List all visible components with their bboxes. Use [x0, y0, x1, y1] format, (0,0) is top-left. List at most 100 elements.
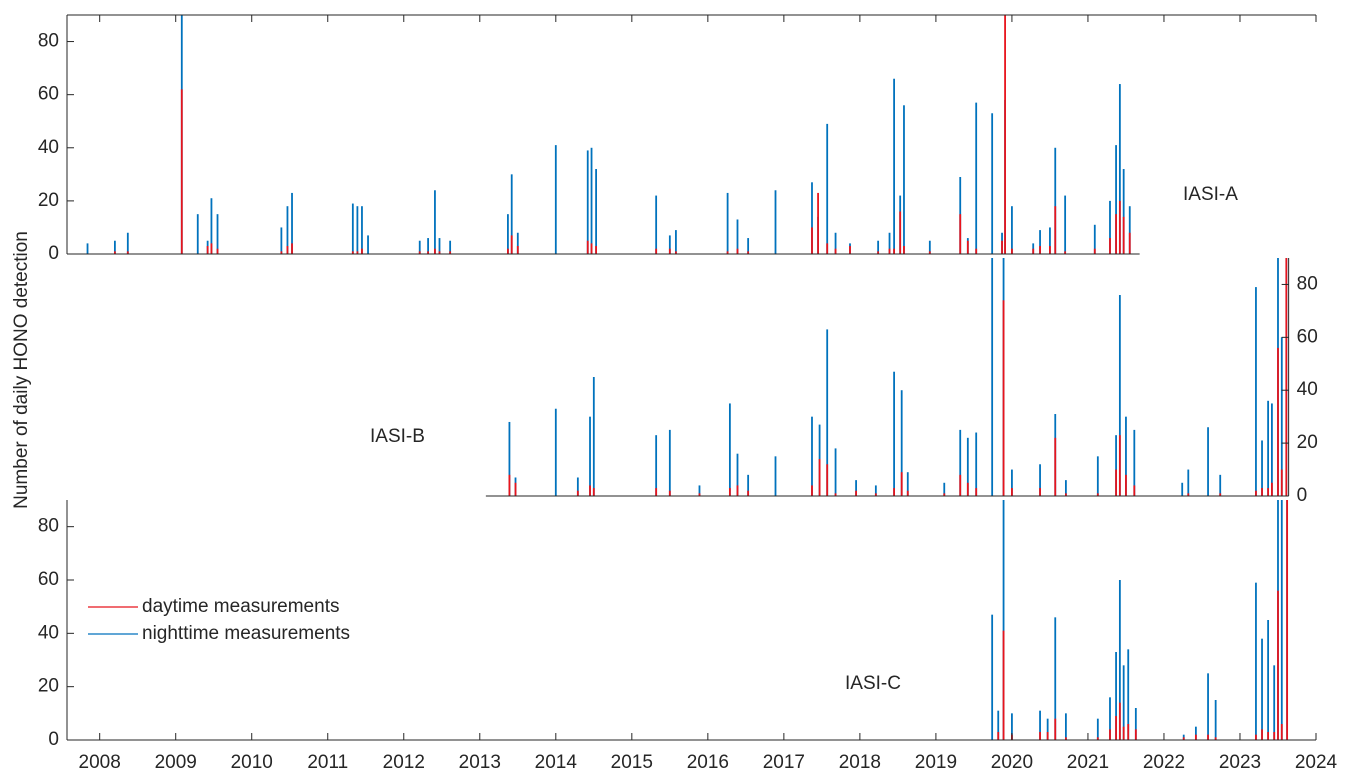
bar	[736, 219, 739, 254]
bar	[811, 485, 813, 496]
bar	[1255, 287, 1257, 496]
bar	[1011, 469, 1013, 496]
bar	[877, 251, 880, 254]
bar	[196, 214, 199, 254]
bar	[943, 482, 946, 496]
bar	[849, 246, 851, 254]
bar	[1115, 214, 1117, 254]
bar	[1207, 427, 1209, 496]
bar	[516, 232, 519, 254]
bar	[1255, 734, 1257, 740]
y-tick-label: 80	[38, 31, 59, 52]
bar	[668, 490, 671, 496]
bar	[736, 248, 739, 254]
bar	[1267, 400, 1270, 496]
bar	[855, 490, 857, 496]
bar	[834, 248, 837, 254]
x-tick-label: 2015	[611, 752, 653, 773]
y-tick-label: 20	[38, 190, 59, 211]
bar	[975, 248, 978, 254]
bar	[1194, 726, 1197, 740]
bar	[1046, 718, 1049, 740]
bar	[834, 493, 837, 496]
x-tick-label: 2008	[79, 752, 121, 773]
bar	[592, 488, 595, 496]
legend-label: nighttime measurements	[142, 623, 350, 644]
bar	[1214, 737, 1217, 740]
bar	[817, 192, 819, 254]
bar	[590, 147, 593, 254]
bar	[589, 485, 591, 496]
bar	[1096, 456, 1099, 496]
bar	[113, 240, 116, 254]
bar	[356, 206, 359, 254]
bar	[1267, 488, 1270, 496]
bar	[1122, 216, 1125, 254]
bar	[418, 240, 421, 254]
bar	[427, 238, 429, 254]
bar	[1122, 726, 1125, 740]
bar	[1093, 224, 1096, 254]
bar	[1054, 147, 1057, 254]
bar	[668, 429, 671, 496]
bar	[928, 251, 931, 254]
y-tick-label: 60	[1297, 326, 1318, 347]
bar	[1182, 737, 1185, 740]
bar	[903, 246, 905, 254]
bar	[966, 240, 969, 254]
bar	[1002, 630, 1005, 740]
bar	[1194, 734, 1197, 740]
bar	[811, 182, 813, 254]
bar	[86, 243, 89, 254]
bar	[975, 102, 978, 254]
bar	[1133, 429, 1136, 496]
bar	[1039, 732, 1041, 740]
bar	[1054, 206, 1057, 254]
bar	[1115, 469, 1117, 496]
bar	[736, 453, 739, 496]
bar	[438, 251, 441, 254]
legend-label: daytime measurements	[142, 596, 339, 617]
bar	[361, 248, 363, 254]
bar	[1109, 697, 1111, 740]
bar	[1118, 580, 1121, 740]
bar	[1187, 469, 1190, 496]
bar	[1115, 652, 1117, 740]
bar	[1039, 464, 1041, 496]
y-tick-label: 20	[38, 676, 59, 697]
x-tick-label: 2012	[383, 752, 425, 773]
bar	[855, 480, 857, 496]
bar	[286, 246, 289, 254]
bar	[726, 251, 729, 254]
bar	[586, 240, 589, 254]
bar	[1002, 500, 1005, 740]
bar	[826, 329, 829, 496]
bar	[516, 246, 519, 254]
bar	[1109, 729, 1111, 740]
bar	[1187, 493, 1190, 496]
bar	[1128, 206, 1131, 254]
bar	[811, 227, 813, 254]
bar	[1261, 488, 1263, 496]
x-tick-label: 2016	[687, 752, 729, 773]
bar	[826, 464, 829, 496]
bar	[180, 89, 183, 254]
bar	[1207, 734, 1209, 740]
bar	[1261, 638, 1263, 740]
bar	[1096, 718, 1099, 740]
bar	[1280, 724, 1283, 740]
bar	[126, 232, 129, 254]
bar	[1255, 490, 1257, 496]
bar	[959, 429, 962, 496]
x-tick-label: 2022	[1143, 752, 1185, 773]
bar	[1277, 347, 1279, 496]
bar	[508, 421, 511, 496]
bar	[893, 248, 895, 254]
bar	[1125, 416, 1127, 496]
bar	[216, 214, 219, 254]
bar	[210, 243, 213, 254]
x-tick-label: 2017	[763, 752, 805, 773]
bar	[1011, 248, 1013, 254]
bar	[291, 243, 293, 254]
bar	[510, 174, 513, 254]
